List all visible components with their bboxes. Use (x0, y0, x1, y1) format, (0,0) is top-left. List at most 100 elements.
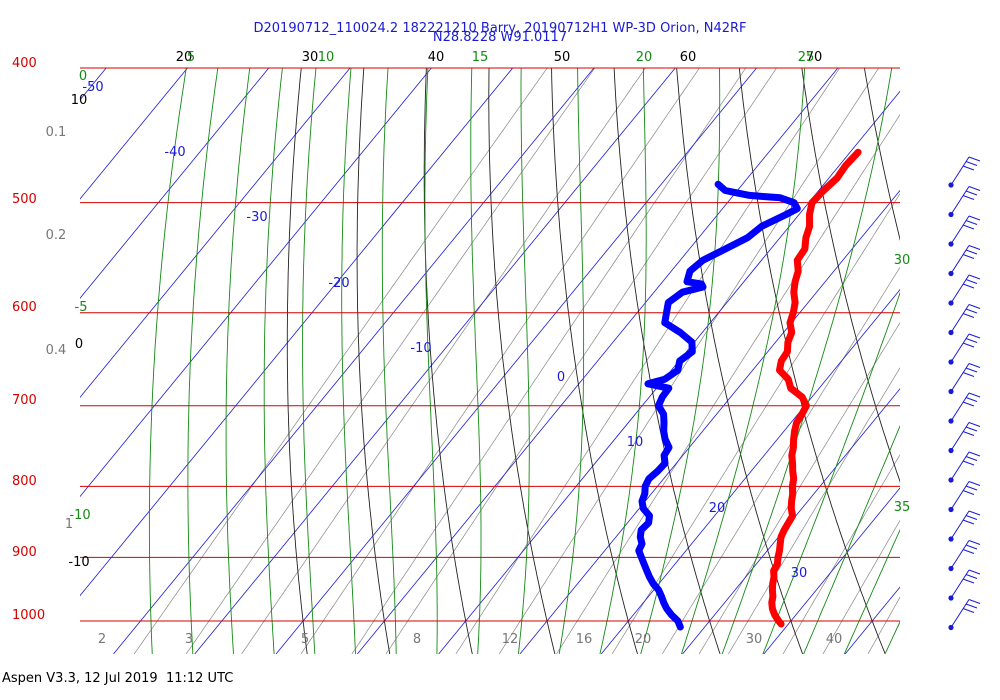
moist-adiabat-line (884, 620, 900, 654)
isotherm-line (519, 189, 900, 654)
mixing-ratio-line (385, 68, 777, 654)
isotherm-line (844, 586, 900, 654)
moist-adiabat-line (470, 68, 482, 654)
moist-adiabat-line (721, 68, 893, 654)
moist-adiabat-line (263, 68, 283, 654)
dry-adiabat-line (738, 68, 886, 654)
isotherm-line (80, 68, 270, 299)
wind-barb (948, 333, 981, 365)
pressure-tick-label: 700 (12, 393, 37, 408)
isotherm-line (357, 68, 839, 654)
dry-adiabat-line (988, 62, 1000, 654)
isotherm-line (80, 68, 188, 200)
temperature-profile-line (768, 148, 862, 628)
mixing-ratio-line (185, 68, 596, 654)
dry-adiabat-line (801, 68, 900, 483)
isotherm-line (682, 388, 900, 654)
pressure-tick-label: 500 (12, 192, 37, 207)
mixing-ratio-line (867, 596, 900, 654)
dry-adiabat-tick-label: 30 (302, 50, 319, 65)
dry-adiabat-line (356, 68, 391, 654)
mixing-ratio-tick-label: 0.1 (46, 125, 67, 140)
moist-adiabat-line (762, 291, 900, 654)
chart-subtitle: N28.8228 W91.0117 (433, 30, 567, 45)
wind-barb (948, 215, 981, 247)
dry-adiabat-tick-label: 10 (71, 93, 88, 108)
pressure-tick-label: 600 (12, 300, 37, 315)
mixing-ratio-tick-label: 12 (502, 632, 519, 647)
wind-barb (948, 481, 981, 513)
mixing-ratio-line (698, 322, 900, 654)
mixing-ratio-tick-label: 5 (301, 632, 309, 647)
wind-barb (948, 392, 981, 424)
diagram-background-lines (80, 62, 1000, 654)
pressure-tick-label: 900 (12, 545, 37, 560)
dry-adiabat-tick-label: 0 (75, 337, 83, 352)
mixing-ratio-line (300, 68, 700, 654)
pressure-tick-label: 1000 (12, 608, 45, 623)
isobar-lines (80, 67, 900, 622)
moist-adiabat-line (341, 68, 356, 654)
moist-adiabat-line (148, 68, 187, 654)
moist-adiabat-tick-label: 25 (798, 50, 815, 65)
wind-barb (948, 156, 981, 188)
mixing-ratio-tick-label: 3 (185, 632, 193, 647)
isotherm-line (600, 289, 900, 654)
mixing-ratio-line (728, 367, 900, 654)
dry-adiabat-line (423, 68, 473, 654)
isotherm-line (80, 68, 514, 597)
isotherm-line (194, 68, 676, 654)
dry-adiabat-line (613, 68, 721, 654)
isotherm-tick-label: 10 (627, 435, 644, 450)
mixing-ratio-line (351, 68, 747, 654)
moist-adiabat-tick-label: 5 (187, 50, 195, 65)
wind-barb (948, 245, 981, 277)
axis-labels: 4005006007008009001000-50-40-30-20-10010… (12, 50, 910, 647)
moist-adiabat-line (803, 424, 900, 654)
moist-adiabat-line (517, 68, 530, 654)
mixing-ratio-tick-label: 1 (65, 517, 73, 532)
mixing-ratio-tick-label: 0.2 (46, 228, 67, 243)
mixing-ratio-tick-label: 20 (635, 632, 652, 647)
dry-adiabat-tick-label: -10 (68, 555, 89, 570)
wind-barb (948, 422, 981, 454)
mixing-ratio-tick-label: 0.4 (46, 343, 67, 358)
pressure-tick-label: 400 (12, 56, 37, 71)
isotherm-line (275, 68, 758, 654)
isotherm-tick-label: -10 (410, 341, 431, 356)
sounding-profiles (635, 148, 862, 631)
mixing-ratio-tick-label: 40 (826, 632, 843, 647)
moist-adiabat-line (225, 68, 251, 654)
isotherm-tick-label: -30 (246, 210, 267, 225)
mixing-ratio-tick-label: 16 (576, 632, 593, 647)
mixing-ratio-line (498, 68, 880, 654)
isotherm-line (113, 68, 595, 654)
dry-adiabat-tick-label: 60 (680, 50, 697, 65)
wind-barb (948, 569, 981, 601)
mixing-ratio-line (782, 454, 900, 654)
dry-adiabat-line (863, 68, 900, 241)
isotherm-tick-label: -40 (164, 145, 185, 160)
isotherm-tick-label: 0 (557, 370, 565, 385)
pressure-tick-label: 800 (12, 474, 37, 489)
mixing-ratio-line (556, 114, 900, 654)
wind-barb (948, 510, 981, 542)
dry-adiabat-tick-label: 20 (176, 50, 193, 65)
wind-barb (948, 186, 981, 218)
moist-adiabat-tick-label: 15 (472, 50, 489, 65)
dry-adiabat-line (926, 62, 1000, 654)
moist-adiabat-tick-label: 35 (894, 500, 911, 515)
moist-adiabat-tick-label: 30 (894, 253, 911, 268)
mixing-ratio-tick-label: 30 (746, 632, 763, 647)
moist-adiabat-line (558, 68, 585, 654)
isotherm-tick-label: -20 (328, 276, 349, 291)
chart-title: D20190712_110024.2 182221210 Barry, 2019… (254, 21, 747, 36)
wind-barb (948, 304, 981, 336)
isotherm-line (80, 68, 432, 498)
mixing-ratio-line (133, 68, 548, 654)
moist-adiabat-line (302, 68, 317, 654)
mixing-ratio-tick-label: 8 (413, 632, 421, 647)
moist-adiabat-tick-label: 0 (79, 69, 87, 84)
dewpoint-profile-line (635, 180, 801, 631)
isotherm-tick-label: -50 (82, 80, 103, 95)
